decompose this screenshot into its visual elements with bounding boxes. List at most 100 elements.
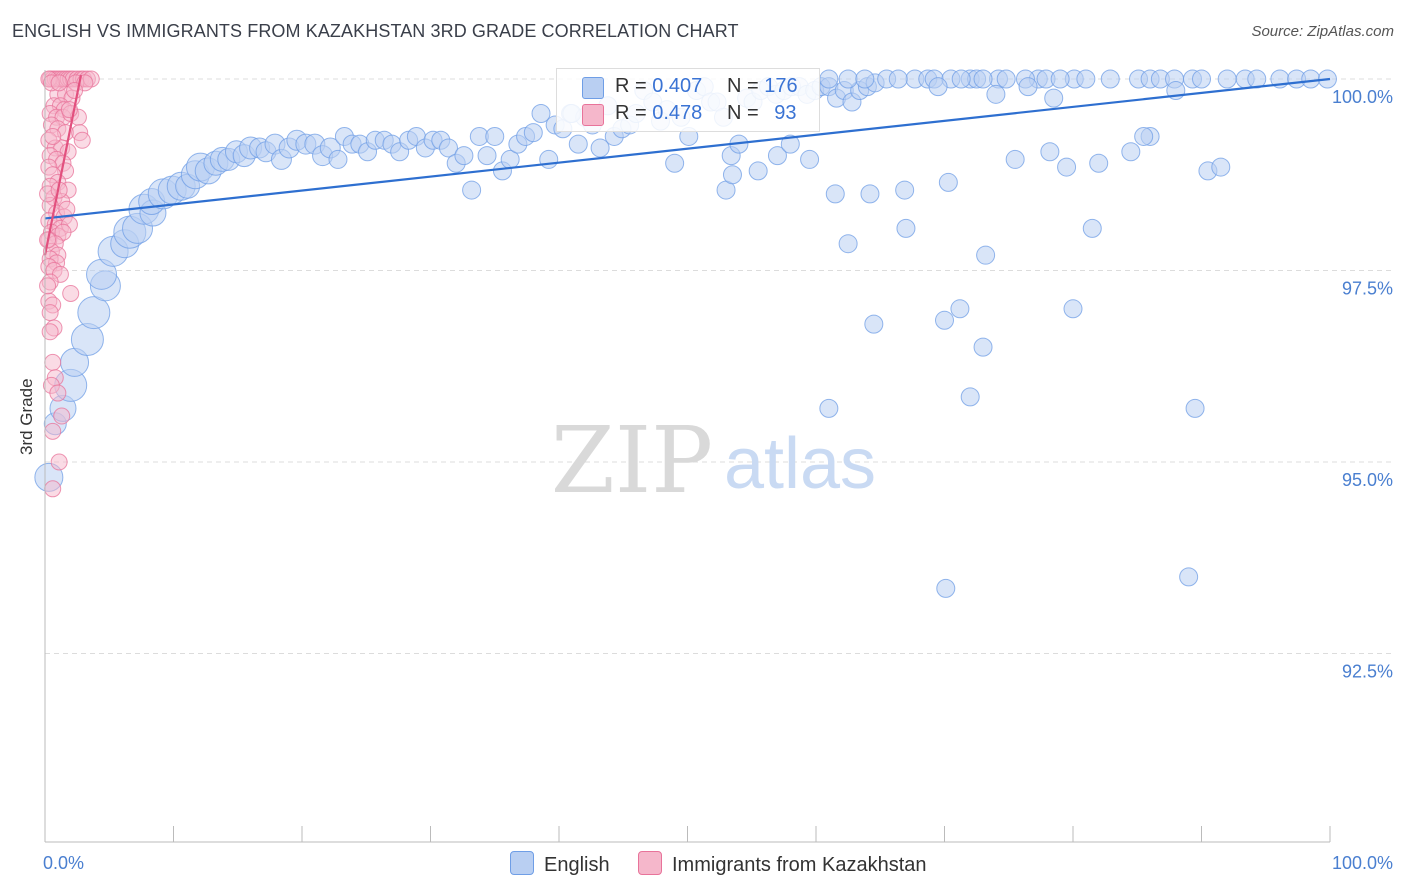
english-point bbox=[800, 149, 820, 169]
english-point bbox=[1018, 77, 1038, 97]
kazakhstan-point bbox=[58, 200, 76, 218]
english-point bbox=[825, 184, 845, 204]
english-point bbox=[973, 337, 993, 357]
axes bbox=[44, 70, 1331, 843]
english-point bbox=[1211, 157, 1231, 177]
english-point bbox=[819, 398, 839, 418]
english-point bbox=[1050, 69, 1070, 89]
english-point bbox=[1192, 69, 1211, 89]
english-swatch bbox=[582, 77, 604, 99]
english-point bbox=[568, 134, 588, 154]
english-point bbox=[1134, 126, 1154, 146]
english-point bbox=[1301, 69, 1321, 89]
y-tick-label: 92.5% bbox=[1342, 662, 1393, 682]
english-point bbox=[1217, 69, 1237, 89]
english-point bbox=[722, 165, 742, 185]
watermark-atlas: atlas bbox=[724, 424, 876, 504]
n-label: N = bbox=[727, 102, 759, 124]
kazakhstan-legend-swatch bbox=[638, 851, 662, 875]
english-point bbox=[1100, 69, 1120, 89]
english-point bbox=[477, 146, 497, 166]
kazakhstan-point bbox=[53, 407, 71, 425]
english-point bbox=[438, 138, 458, 158]
english-legend-swatch bbox=[510, 851, 534, 875]
english-point bbox=[1063, 299, 1083, 319]
kazakhstan-point bbox=[49, 384, 67, 402]
kazakhstan-point bbox=[41, 323, 59, 341]
legend-item-english[interactable]: English bbox=[510, 851, 610, 877]
english-point bbox=[838, 69, 858, 89]
english-n-value: 176 bbox=[764, 75, 798, 97]
chart-title: ENGLISH VS IMMIGRANTS FROM KAZAKHSTAN 3R… bbox=[12, 21, 739, 41]
english-point bbox=[780, 134, 800, 154]
kazakhstan-point bbox=[50, 74, 68, 92]
english-point bbox=[986, 84, 1006, 104]
english-point bbox=[1121, 142, 1141, 162]
kazakhstan-point bbox=[73, 131, 91, 149]
english-point bbox=[864, 314, 884, 334]
x-tick-labels: 0.0% 100.0% bbox=[43, 853, 1393, 873]
english-point bbox=[748, 161, 768, 181]
trend-lines bbox=[43, 74, 1331, 256]
english-point bbox=[1044, 88, 1064, 108]
english-point bbox=[767, 146, 787, 166]
english-point bbox=[855, 69, 875, 89]
english-point bbox=[895, 180, 915, 200]
watermark-zip: ZIP bbox=[551, 407, 713, 514]
kazakhstan-point bbox=[44, 422, 62, 440]
english-point bbox=[590, 138, 610, 158]
y-tick-label: 100.0% bbox=[1332, 87, 1393, 107]
kazakhstan-swatch bbox=[582, 104, 604, 126]
english-point bbox=[996, 69, 1016, 89]
kazakhstan-legend-label: Immigrants from Kazakhstan bbox=[672, 854, 927, 876]
english-point bbox=[485, 126, 505, 146]
english-point bbox=[976, 245, 996, 265]
kazakhstan-point bbox=[44, 353, 62, 371]
kazakhstan-point bbox=[39, 277, 57, 295]
english-point bbox=[973, 69, 993, 89]
english-point bbox=[960, 387, 980, 407]
series-english-points bbox=[34, 69, 1337, 598]
y-tick-label: 95.0% bbox=[1342, 470, 1393, 490]
english-point bbox=[888, 69, 908, 89]
watermark: ZIP atlas bbox=[551, 407, 876, 514]
english-point bbox=[938, 172, 958, 192]
english-point bbox=[896, 218, 916, 238]
english-point bbox=[935, 310, 954, 330]
x-tick-label-max: 100.0% bbox=[1332, 853, 1393, 873]
english-r-value: 0.407 bbox=[652, 75, 703, 97]
english-point bbox=[860, 184, 880, 204]
english-point bbox=[1179, 567, 1199, 587]
kazakhstan-trend-line bbox=[43, 74, 83, 256]
kazakhstan-point bbox=[50, 453, 68, 471]
r-label: R = bbox=[615, 102, 647, 124]
english-point bbox=[77, 296, 111, 330]
kazakhstan-n-value: 93 bbox=[774, 102, 797, 124]
legend-item-kazakhstan[interactable]: Immigrants from Kazakhstan bbox=[638, 851, 927, 877]
y-tick-label: 97.5% bbox=[1342, 279, 1393, 299]
r-label: R = bbox=[615, 75, 647, 97]
kazakhstan-point bbox=[44, 127, 62, 145]
english-point bbox=[1089, 153, 1109, 173]
english-point bbox=[1057, 157, 1077, 177]
english-legend-label: English bbox=[544, 854, 610, 876]
english-point bbox=[531, 103, 551, 123]
english-point bbox=[1076, 69, 1096, 89]
kazakhstan-point bbox=[62, 284, 80, 302]
y-tick-labels: 100.0% 97.5% 95.0% 92.5% bbox=[1332, 87, 1393, 682]
english-point bbox=[1005, 149, 1025, 169]
series-kazakhstan-points bbox=[39, 70, 100, 498]
english-point bbox=[950, 299, 970, 319]
english-point bbox=[665, 153, 685, 173]
english-point bbox=[454, 146, 474, 166]
english-point bbox=[838, 234, 858, 254]
n-label: N = bbox=[727, 75, 759, 97]
english-point bbox=[539, 149, 559, 169]
english-point bbox=[1185, 398, 1205, 418]
english-point bbox=[936, 578, 956, 598]
english-point bbox=[928, 77, 948, 97]
english-point bbox=[951, 69, 971, 89]
kazakhstan-point bbox=[44, 480, 62, 498]
english-trend-line bbox=[44, 77, 1331, 220]
